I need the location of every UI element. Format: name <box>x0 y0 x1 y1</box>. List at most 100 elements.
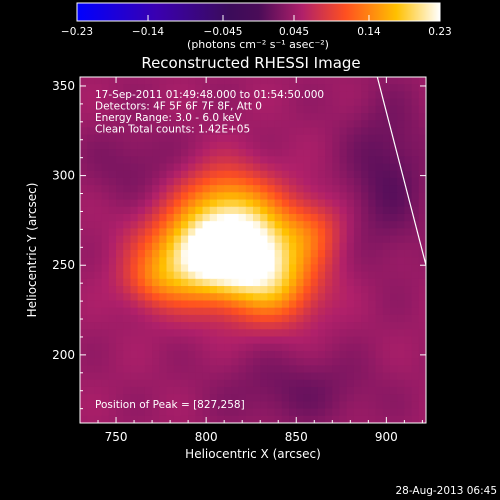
heatmap-cell <box>332 329 341 338</box>
heatmap-cell <box>361 358 369 366</box>
heatmap-cell <box>87 336 96 345</box>
heatmap-cell <box>80 77 88 85</box>
heatmap-cell <box>382 300 391 309</box>
heatmap-cell <box>209 293 218 302</box>
heatmap-cell <box>130 379 139 388</box>
heatmap-cell <box>296 271 305 280</box>
heatmap-cell <box>173 415 182 423</box>
heatmap-cell <box>361 314 369 323</box>
heatmap-cell <box>87 206 96 215</box>
heatmap-cell <box>317 235 326 244</box>
heatmap-cell <box>123 365 132 374</box>
heatmap-cell <box>353 105 362 114</box>
heatmap-cell <box>231 228 240 237</box>
heatmap-cell <box>375 177 384 186</box>
heatmap-cell <box>281 84 290 93</box>
heatmap-cell <box>123 170 132 179</box>
heatmap-cell <box>339 192 348 201</box>
heatmap-cell <box>180 185 189 193</box>
heatmap-cell <box>231 105 240 114</box>
heatmap-cell <box>317 242 326 251</box>
heatmap-cell <box>166 408 175 417</box>
heatmap-cell <box>216 141 225 150</box>
heatmap-cell <box>159 98 168 107</box>
heatmap-cell <box>411 358 420 366</box>
heatmap-cell <box>94 300 103 309</box>
heatmap-cell <box>80 113 88 121</box>
heatmap-cell <box>289 250 297 258</box>
heatmap-cell <box>166 84 175 93</box>
heatmap-cell <box>224 213 232 222</box>
heatmap-cell <box>202 250 211 258</box>
heatmap-cell <box>180 170 189 179</box>
heatmap-cell <box>389 401 398 410</box>
heatmap-cell <box>123 358 132 366</box>
heatmap-cell <box>274 394 283 402</box>
heatmap-cell <box>202 343 211 352</box>
heatmap-cell <box>382 329 391 338</box>
heatmap-cell <box>382 213 391 222</box>
heatmap-cell <box>224 77 232 85</box>
heatmap-cell <box>130 127 139 136</box>
heatmap-cell <box>87 213 96 222</box>
heatmap-cell <box>108 105 117 114</box>
heatmap-cell <box>180 113 189 121</box>
heatmap-cell <box>180 300 189 309</box>
heatmap-cell <box>195 185 204 193</box>
heatmap-cell <box>418 170 426 179</box>
heatmap-cell <box>303 199 312 208</box>
heatmap-cell <box>389 307 398 316</box>
heatmap-cell <box>411 386 420 395</box>
heatmap-cell <box>289 336 297 345</box>
heatmap-cell <box>418 235 426 244</box>
heatmap-cell <box>353 242 362 251</box>
heatmap-cell <box>130 228 139 237</box>
heatmap-cell <box>202 206 211 215</box>
heatmap-cell <box>130 250 139 258</box>
heatmap-cell <box>260 185 269 193</box>
heatmap-cell <box>346 300 355 309</box>
heatmap-cell <box>231 163 240 172</box>
heatmap-cell <box>224 372 232 381</box>
heatmap-cell <box>144 329 153 338</box>
heatmap-cell <box>231 235 240 244</box>
heatmap-cell <box>238 242 247 251</box>
heatmap-cell <box>195 329 204 338</box>
heatmap-cell <box>224 156 232 165</box>
info-line: Clean Total counts: 1.42E+05 <box>95 124 250 136</box>
heatmap-cell <box>238 163 247 172</box>
heatmap-cell <box>267 91 276 100</box>
heatmap-cell <box>368 278 377 287</box>
heatmap-cell <box>188 199 196 208</box>
heatmap-cell <box>332 386 341 395</box>
heatmap-cell <box>216 408 225 417</box>
heatmap-cell <box>80 91 88 100</box>
heatmap-cell <box>368 156 377 165</box>
heatmap-cell <box>245 163 254 172</box>
heatmap-cell <box>382 365 391 374</box>
heatmap-cell <box>108 98 117 107</box>
heatmap-cell <box>195 350 204 359</box>
heatmap-cell <box>159 257 168 266</box>
heatmap-cell <box>152 213 160 222</box>
heatmap-cell <box>418 358 426 366</box>
heatmap-cell <box>123 278 132 287</box>
heatmap-cell <box>368 250 377 258</box>
heatmap-cell <box>238 293 247 302</box>
heatmap-cell <box>353 156 362 165</box>
heatmap-cell <box>404 206 413 215</box>
heatmap-cell <box>418 271 426 280</box>
heatmap-cell <box>195 120 204 129</box>
heatmap-cell <box>159 286 168 294</box>
heatmap-cell <box>404 199 413 208</box>
heatmap-cell <box>289 98 297 107</box>
heatmap-cell <box>260 134 269 143</box>
heatmap-cell <box>224 199 232 208</box>
heatmap-cell <box>411 286 420 294</box>
heatmap-cell <box>209 221 218 229</box>
heatmap-cell <box>281 235 290 244</box>
heatmap-cell <box>101 293 110 302</box>
heatmap-cell <box>325 170 333 179</box>
heatmap-cell <box>389 141 398 150</box>
heatmap-cell <box>375 257 384 266</box>
